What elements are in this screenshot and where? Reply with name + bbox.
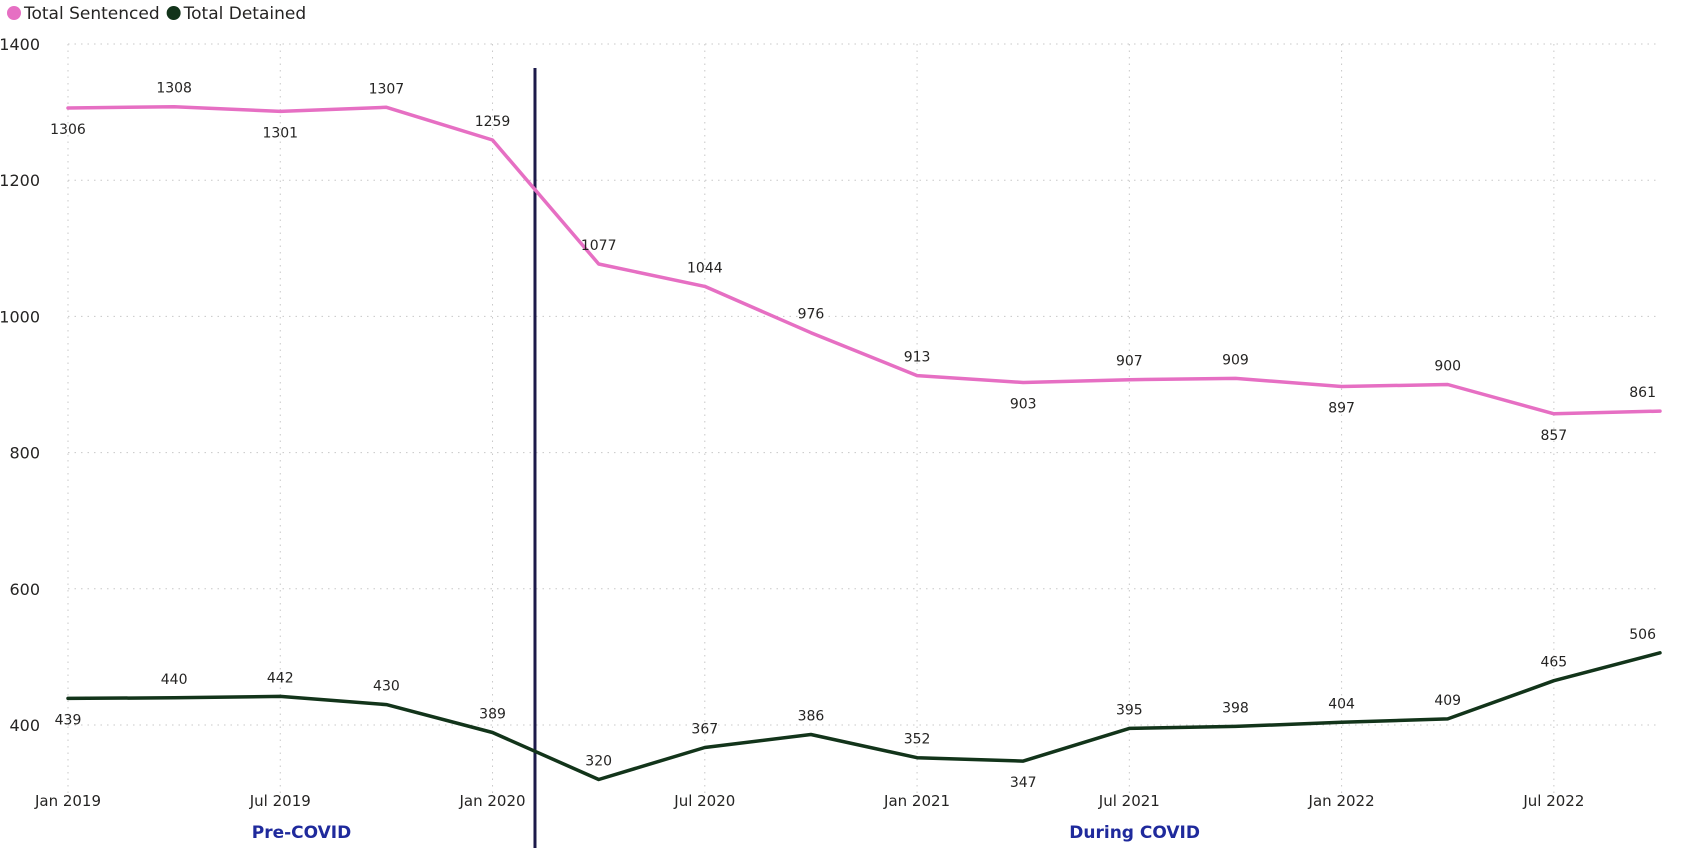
data-label-sentenced: 907 (1116, 354, 1143, 370)
legend-marker-detained (166, 6, 181, 20)
x-tick-label: Jan 2019 (34, 792, 101, 810)
data-label-sentenced: 1306 (50, 122, 86, 138)
data-label-sentenced: 1259 (475, 114, 511, 130)
data-label-sentenced: 1044 (687, 260, 723, 276)
series-line-total-sentenced (66, 104, 1662, 416)
data-label-sentenced: 857 (1540, 428, 1567, 444)
y-tick-label: 800 (9, 444, 40, 463)
data-label-sentenced: 1308 (156, 81, 192, 97)
legend-label-sentenced: Total Sentenced (23, 4, 160, 24)
data-label-detained: 409 (1434, 693, 1461, 709)
data-label-detained: 395 (1116, 702, 1143, 718)
x-tick-label: Jul 2022 (1522, 792, 1584, 810)
x-tick-label: Jul 2019 (249, 792, 311, 810)
x-tick-label: Jan 2020 (458, 792, 525, 810)
legend-marker-sentenced (7, 6, 21, 20)
data-label-detained: 386 (798, 709, 825, 725)
data-label-sentenced: 909 (1222, 352, 1249, 368)
data-label-sentenced: 903 (1010, 396, 1037, 412)
x-tick-label: Jul 2021 (1098, 792, 1160, 810)
series-line-total-detained (66, 651, 1662, 782)
x-tick-label: Jan 2022 (1308, 792, 1375, 810)
data-label-sentenced: 900 (1434, 359, 1461, 375)
data-label-detained: 367 (691, 721, 718, 737)
y-tick-label: 600 (9, 580, 40, 599)
data-label-detained: 320 (585, 753, 612, 769)
x-tick-label: Jan 2021 (883, 792, 950, 810)
data-label-detained: 465 (1540, 655, 1567, 671)
data-label-sentenced: 897 (1328, 401, 1355, 417)
y-tick-label: 1200 (0, 171, 40, 190)
data-label-detained: 440 (161, 672, 188, 688)
data-label-sentenced: 1077 (581, 238, 617, 254)
data-label-detained: 442 (267, 670, 294, 686)
data-label-detained: 347 (1010, 775, 1037, 791)
data-label-detained: 352 (904, 732, 931, 748)
data-label-sentenced: 861 (1629, 385, 1656, 401)
data-label-detained: 404 (1328, 696, 1355, 712)
y-tick-label: 400 (9, 716, 40, 735)
data-label-detained: 439 (55, 712, 82, 728)
y-tick-label: 1400 (0, 35, 40, 54)
data-label-detained: 398 (1222, 700, 1249, 716)
x-tick-label: Jul 2020 (673, 792, 735, 810)
y-tick-label: 1000 (0, 307, 40, 326)
data-label-sentenced: 976 (798, 307, 825, 323)
legend-label-detained: Total Detained (183, 4, 307, 24)
region-label-during-covid: During COVID (1069, 823, 1200, 843)
data-label-sentenced: 1307 (369, 81, 405, 97)
data-label-detained: 389 (479, 706, 506, 722)
data-label-sentenced: 1301 (262, 125, 298, 141)
region-label-pre-covid: Pre-COVID (252, 823, 352, 843)
data-label-sentenced: 913 (904, 350, 931, 366)
data-label-detained: 430 (373, 679, 400, 695)
data-label-detained: 506 (1629, 627, 1656, 643)
